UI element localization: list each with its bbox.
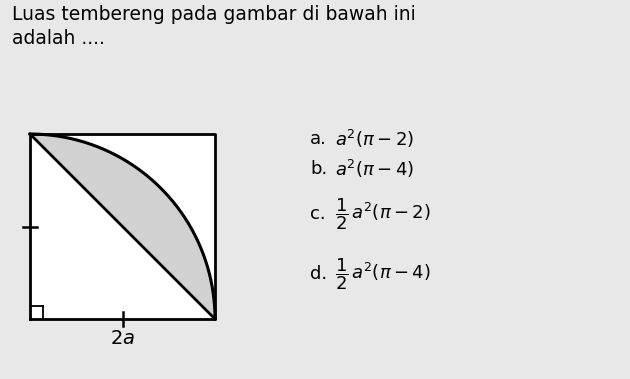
Text: b.: b.	[310, 160, 327, 178]
Text: $a^2(\pi-4)$: $a^2(\pi-4)$	[335, 158, 414, 180]
Polygon shape	[30, 134, 215, 319]
Polygon shape	[30, 134, 215, 319]
Text: $\dfrac{1}{2}\,a^2(\pi-4)$: $\dfrac{1}{2}\,a^2(\pi-4)$	[335, 256, 431, 292]
Text: $2a$: $2a$	[110, 329, 135, 348]
Text: $a^2(\pi-2)$: $a^2(\pi-2)$	[335, 128, 414, 150]
Text: adalah ....: adalah ....	[12, 29, 105, 48]
Text: $\dfrac{1}{2}\,a^2(\pi-2)$: $\dfrac{1}{2}\,a^2(\pi-2)$	[335, 196, 431, 232]
Text: d.: d.	[310, 265, 327, 283]
Text: a.: a.	[310, 130, 327, 148]
Text: Luas tembereng pada gambar di bawah ini: Luas tembereng pada gambar di bawah ini	[12, 5, 416, 24]
Text: c.: c.	[310, 205, 326, 223]
